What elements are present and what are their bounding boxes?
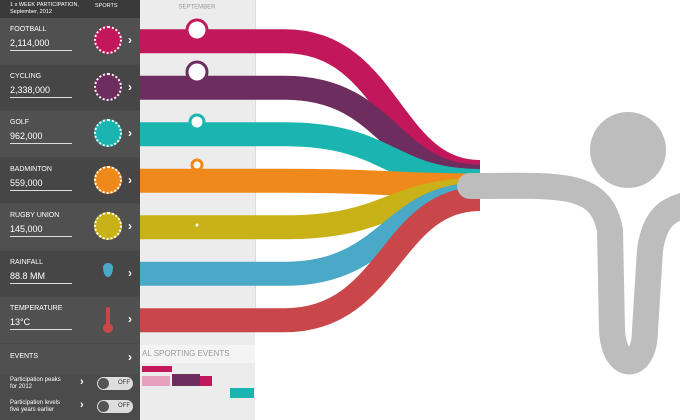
toggle-label: Participation levels [10, 399, 61, 406]
row-value: 962,000 [10, 131, 72, 144]
toggle-label: for 2012 [10, 383, 33, 390]
row-value: 2,114,000 [10, 38, 72, 51]
badge [94, 259, 122, 287]
toggle-switch[interactable] [97, 376, 133, 390]
events-strip [140, 345, 255, 363]
row-value: 2,338,000 [10, 85, 72, 98]
side-panel: 1 x WEEK PARTICIPATION, September, 2012 … [0, 0, 140, 420]
chevron[interactable]: › [128, 219, 132, 234]
divider [255, 0, 256, 330]
events-strip-label: AL SPORTING EVENTS [142, 349, 230, 358]
badge [94, 72, 122, 101]
badge [94, 212, 122, 241]
marker [188, 113, 206, 131]
row-name: GOLF [10, 119, 30, 126]
ribbons [140, 29, 481, 333]
marker [192, 220, 202, 230]
toggle-switch[interactable] [97, 399, 133, 413]
chevron[interactable]: › [128, 126, 132, 141]
month-label: SEPTEMBER [178, 5, 216, 11]
chevron: › [80, 398, 84, 411]
toggle-label: Participation peaks [10, 376, 61, 383]
event-bars [142, 366, 254, 398]
chevron[interactable]: › [128, 312, 132, 327]
toggle-state: OFF [118, 379, 130, 386]
panel-header: 1 x WEEK PARTICIPATION, September, 2012 … [0, 0, 140, 18]
row-name: TEMPERATURE [10, 305, 63, 312]
row-name: FOOTBALL [10, 26, 47, 33]
header-column: SPORTS [95, 3, 118, 9]
row-value: 559,000 [10, 178, 72, 191]
chevron[interactable]: › [128, 265, 132, 280]
row-value: 88.8 MM [10, 271, 72, 284]
chevron: › [80, 375, 84, 388]
marker [185, 18, 209, 42]
events-label: EVENTS [10, 352, 39, 360]
chevron[interactable]: › [128, 172, 132, 187]
figure-body [457, 172, 680, 375]
chevron[interactable]: › [128, 79, 132, 94]
row-name: BADMINTON [10, 165, 52, 173]
ribbon [140, 187, 481, 333]
badge [94, 26, 122, 55]
badge [94, 165, 122, 194]
row-bg[interactable] [0, 250, 140, 296]
toggle-state: OFF [118, 402, 130, 409]
row-value: 13°C [10, 317, 72, 330]
badge [94, 119, 122, 148]
row-value: 145,000 [10, 224, 72, 237]
row-name: CYCLING [10, 72, 42, 80]
marker [185, 60, 209, 84]
header-title: 1 x WEEK PARTICIPATION, [10, 2, 79, 8]
chevron[interactable]: › [128, 349, 132, 364]
toggle-label: five years earlier [10, 406, 55, 413]
figure-head [590, 112, 666, 188]
header-subtitle: September, 2012 [10, 9, 52, 15]
row-name: RUGBY UNION [10, 212, 60, 219]
row-bg[interactable] [0, 343, 140, 374]
chevron[interactable]: › [128, 33, 132, 48]
badge [94, 305, 122, 334]
marker [190, 158, 204, 172]
row-name: RAINFALL [10, 258, 44, 266]
row-bg[interactable] [0, 297, 140, 343]
